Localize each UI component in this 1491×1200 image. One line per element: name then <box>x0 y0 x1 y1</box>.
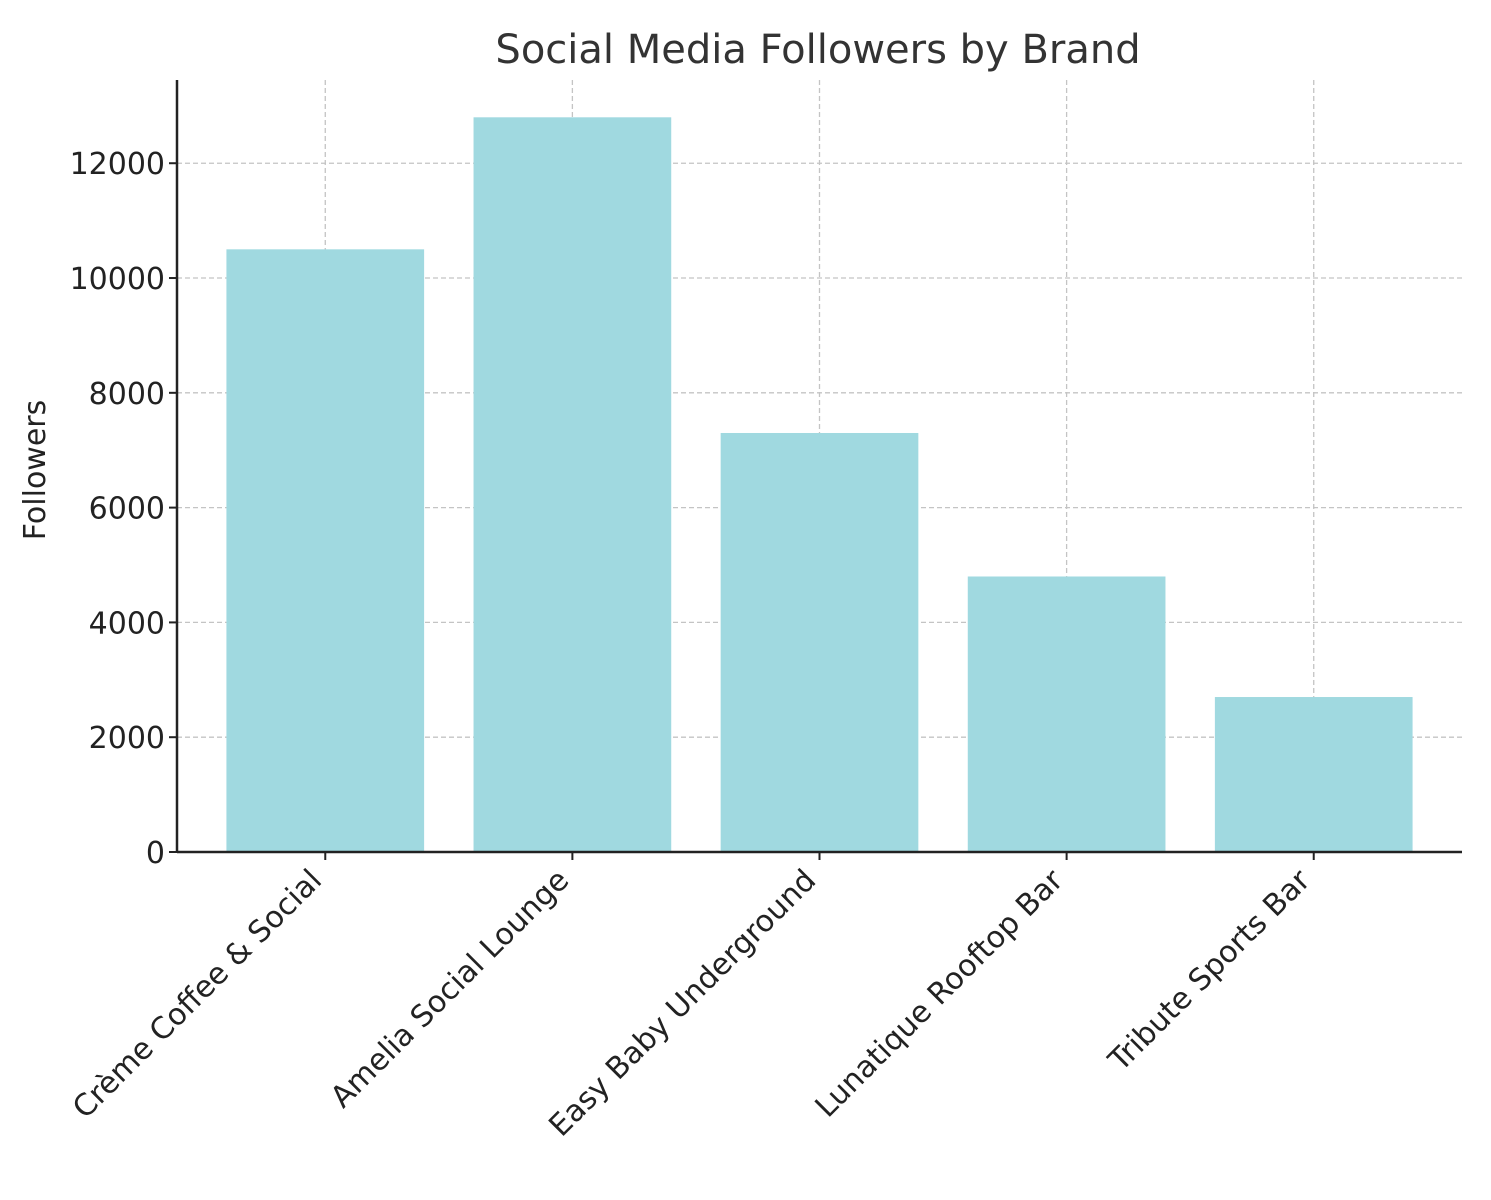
bar-2 <box>720 432 919 852</box>
y-tick-label: 0 <box>146 836 165 871</box>
x-tick-label: Amelia Social Lounge <box>324 863 576 1115</box>
x-tick-label: Crème Coffee & Social <box>66 863 329 1126</box>
chart-title: Social Media Followers by Brand <box>495 27 1140 73</box>
x-tick-label: Lunatique Rooftop Bar <box>809 862 1071 1124</box>
bar-1 <box>473 117 672 853</box>
y-tick-label: 4000 <box>89 606 165 641</box>
y-tick-label: 8000 <box>89 377 165 412</box>
bars <box>226 117 1413 853</box>
x-tick-label: Tribute Sports Bar <box>1101 862 1317 1078</box>
y-tick-label: 6000 <box>89 492 165 527</box>
y-ticks: 0 2000 4000 6000 8000 10000 12000 <box>70 147 177 871</box>
y-tick-label: 2000 <box>89 721 165 756</box>
bar-3 <box>967 576 1166 852</box>
y-tick-label: 12000 <box>70 147 165 182</box>
y-axis-label: Followers <box>18 400 53 541</box>
x-tick-label: Easy Baby Underground <box>542 863 823 1144</box>
bar-0 <box>226 249 425 852</box>
y-tick-label: 10000 <box>70 262 165 297</box>
bar-4 <box>1214 697 1413 852</box>
